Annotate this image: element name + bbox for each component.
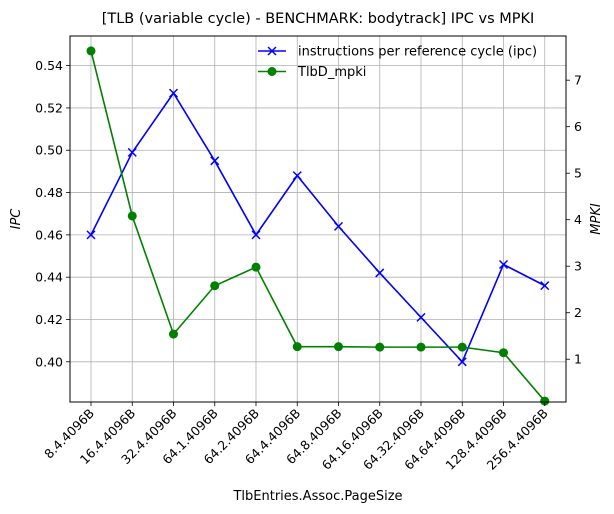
marker-stroke: [292, 171, 302, 181]
y-tick-label-right: 2: [574, 305, 582, 320]
data-point-ipc: [333, 221, 344, 231]
legend: instructions per reference cycle (ipc) Tl…: [258, 45, 537, 80]
y-tick-label-left: 0.54: [35, 58, 63, 73]
grid: [70, 36, 566, 402]
y-axis-left-label: IPC: [9, 208, 24, 230]
data-point-mpki: [210, 281, 220, 291]
y-tick-label-right: 7: [574, 73, 582, 88]
y-tick-label-left: 0.40: [35, 354, 63, 369]
x-axis-label: TlbEntries.Assoc.PageSize: [232, 489, 402, 504]
y-axis-right-label: MPKI: [589, 203, 604, 235]
y-axis-left: 0.40 0.42 0.44 0.46 0.48 0.50 0.52 0.54: [35, 58, 70, 369]
legend-marker-ipc: [267, 46, 277, 56]
y-tick-label-left: 0.42: [35, 312, 63, 327]
y-tick-label-left: 0.52: [35, 100, 63, 115]
legend-label-mpki: TlbD_mpki: [297, 65, 366, 80]
series-layer: [86, 46, 550, 406]
data-point-ipc: [498, 259, 509, 270]
data-point-mpki: [375, 342, 385, 352]
marker-stroke: [375, 268, 385, 278]
data-point-ipc: [540, 281, 550, 291]
data-point-ipc: [251, 230, 261, 240]
marker-stroke: [416, 312, 426, 322]
y-tick-label-right: 1: [574, 352, 582, 367]
y-tick-label-right: 6: [574, 119, 582, 134]
marker-stroke: [540, 281, 550, 291]
data-point-ipc: [210, 156, 220, 166]
data-point-mpki: [127, 211, 137, 221]
series-line-mpki: [90, 50, 546, 402]
data-point-mpki: [334, 342, 343, 352]
data-point-ipc: [375, 268, 385, 278]
data-point-ipc: [416, 312, 426, 322]
y-axis-right: 1 2 3 4 5 6 7: [566, 73, 582, 367]
data-point-mpki: [499, 348, 508, 358]
y-tick-label-right: 3: [574, 259, 582, 274]
marker-stroke: [86, 230, 96, 240]
marker-stroke: [498, 259, 509, 270]
series-line-ipc: [90, 91, 546, 364]
marker-stroke: [210, 156, 220, 166]
y-tick-label-left: 0.50: [35, 143, 63, 158]
y-tick-label-left: 0.48: [35, 185, 63, 200]
data-point-mpki: [416, 342, 426, 352]
data-point-ipc: [168, 88, 179, 98]
marker-stroke: [457, 357, 467, 367]
data-point-ipc: [292, 171, 302, 181]
marker-stroke: [267, 46, 277, 56]
data-point-mpki: [457, 342, 467, 352]
y-tick-label-left: 0.44: [35, 270, 63, 285]
data-point-mpki: [169, 329, 178, 339]
data-point-mpki: [251, 262, 261, 272]
y-tick-label-right: 4: [574, 212, 582, 227]
marker-stroke: [251, 230, 261, 240]
data-point-ipc: [457, 357, 467, 367]
y-tick-label-left: 0.46: [35, 227, 63, 242]
data-point-mpki: [540, 396, 550, 406]
data-point-ipc: [86, 230, 96, 240]
chart-title: [TLB (variable cycle) - BENCHMARK: bodyt…: [102, 11, 535, 27]
marker-stroke: [168, 88, 179, 98]
data-point-ipc: [127, 147, 137, 157]
y-tick-label-right: 5: [574, 166, 582, 181]
marker-stroke: [127, 147, 137, 157]
data-point-mpki: [86, 46, 96, 56]
legend-marker-mpki: [267, 67, 277, 76]
data-point-mpki: [292, 342, 302, 352]
marker-stroke: [333, 221, 344, 231]
legend-label-ipc: instructions per reference cycle (ipc): [298, 45, 537, 60]
plot-frame: [69, 35, 567, 403]
